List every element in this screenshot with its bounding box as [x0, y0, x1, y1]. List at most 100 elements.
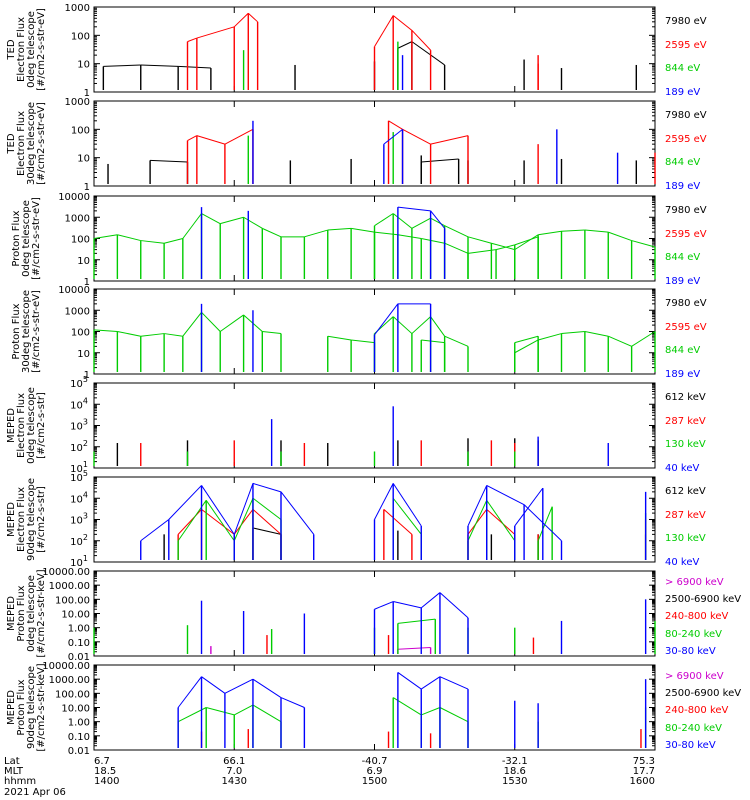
data-segment: [178, 65, 211, 69]
data-segment: [514, 487, 544, 527]
data-segment: [430, 210, 446, 229]
footer-value-hhmm: 1400: [94, 776, 119, 787]
data-segment: [397, 234, 422, 239]
data-segment: [182, 213, 202, 239]
y-tick-label: 103: [70, 418, 88, 433]
y-axis-label: MEPED: [6, 502, 17, 537]
series-612 keV: [163, 527, 647, 560]
data-segment: [411, 217, 431, 229]
y-tick-label: 10000.00: [42, 661, 90, 672]
data-segment: [304, 229, 328, 238]
y-tick-label: 100: [71, 235, 90, 246]
data-segment: [262, 227, 282, 238]
y-axis-label: [#/cm2-s-str-eV]: [36, 102, 47, 185]
footer-value-mlt: 17.7: [633, 766, 655, 777]
y-axis-label: [#/cm2-s-str]: [36, 392, 47, 459]
legend-entry: 30-80 keV: [665, 740, 716, 751]
footer-value-hhmm: 1500: [362, 776, 387, 787]
footer-value-mlt: 18.5: [94, 766, 116, 777]
data-segment: [177, 676, 202, 708]
data-segment: [233, 483, 254, 535]
data-segment: [224, 128, 254, 145]
y-tick-label: 102: [70, 533, 88, 548]
data-segment: [224, 678, 254, 694]
panel-7: 0.01 0.10 1.00 10.00 100.00 1000.00 10000.00 ME…: [6, 661, 741, 757]
y-axis-label: MEPED: [6, 596, 17, 631]
legend-entry: 30-80 keV: [665, 646, 716, 657]
date-label: 2021 Apr 06: [4, 787, 66, 798]
data-segment: [561, 229, 585, 232]
data-segment: [430, 217, 445, 227]
series-130 keV: [93, 451, 516, 466]
data-segment: [327, 335, 352, 341]
legend-entry: 2595 eV: [665, 322, 707, 333]
data-segment: [397, 672, 422, 690]
footer-value-hhmm: 1430: [222, 776, 247, 787]
y-axis-label: [#/cm2-s-str]: [36, 486, 47, 553]
y-tick-label: 102: [70, 439, 88, 454]
y-tick-label: 100.00: [55, 689, 90, 700]
y-tick-label: 1000: [65, 306, 90, 317]
footer-row-label: MLT: [4, 766, 24, 777]
data-segment: [631, 331, 656, 347]
y-tick-label: 1000: [65, 213, 90, 224]
footer-value-lat: -32.1: [502, 756, 528, 767]
panel-2: 1 10 100 1000 10000 Proton Flux 0deg telescope…: [11, 192, 707, 288]
data-segment: [252, 497, 282, 520]
y-tick-label: 10: [77, 154, 90, 165]
legend-entry: 40 keV: [665, 463, 699, 474]
data-segment: [234, 704, 254, 716]
data-segment: [187, 37, 198, 43]
data-segment: [514, 234, 539, 251]
y-tick-label: 1.00: [68, 718, 90, 729]
data-segment: [117, 234, 141, 242]
data-segment: [561, 331, 585, 335]
data-segment: [177, 509, 202, 535]
y-axis-label: 0deg telescope: [26, 11, 37, 88]
y-axis-label: 30deg telescope: [21, 290, 32, 373]
data-segment: [351, 339, 375, 344]
data-segment: [514, 339, 539, 354]
data-segment: [444, 242, 469, 254]
data-segment: [201, 213, 221, 225]
data-segment: [252, 704, 282, 723]
data-segment: [444, 225, 469, 238]
data-segment: [93, 329, 118, 332]
y-tick-label: 100: [71, 328, 90, 339]
legend-entry: 2595 eV: [665, 229, 707, 240]
y-tick-label: 0.01: [68, 746, 90, 757]
data-segment: [537, 333, 562, 341]
data-segment: [444, 335, 469, 347]
y-tick-label: 103: [70, 512, 88, 527]
legend-entry: 7980 eV: [665, 110, 707, 121]
data-segment: [467, 485, 488, 527]
series-80-240 keV: [93, 618, 656, 654]
legend-entry: 844 eV: [665, 252, 700, 263]
data-segment: [233, 12, 249, 28]
footer-value-lat: 66.1: [223, 756, 245, 767]
legend-entry: 189 eV: [665, 87, 700, 98]
data-segment: [93, 234, 118, 239]
y-axis-label: TED: [6, 39, 17, 60]
data-segment: [103, 64, 141, 67]
data-segment: [439, 676, 469, 690]
legend-entry: > 6900 keV: [665, 577, 724, 588]
data-segment: [439, 592, 469, 619]
y-axis-label: [#/cm2-s-str-keV]: [36, 569, 47, 657]
y-axis-label: Proton Flux: [11, 303, 22, 359]
y-tick-label: 1000: [65, 3, 90, 14]
series-189 eV: [200, 303, 432, 372]
data-segment: [374, 303, 399, 336]
data-segment: [388, 120, 403, 130]
panel-3: 1 10 100 1000 10000 Proton Flux 30deg telescop…: [11, 285, 707, 381]
y-axis-label: 0deg telescope: [26, 575, 37, 652]
y-tick-label: 10: [77, 256, 90, 267]
y-tick-label: 0.10: [68, 638, 90, 649]
data-segment: [140, 64, 179, 67]
y-axis-label: [#/cm2-s-str-keV]: [36, 663, 47, 751]
legend-entry: 7980 eV: [665, 205, 707, 216]
y-tick-label: 1.00: [68, 624, 90, 635]
